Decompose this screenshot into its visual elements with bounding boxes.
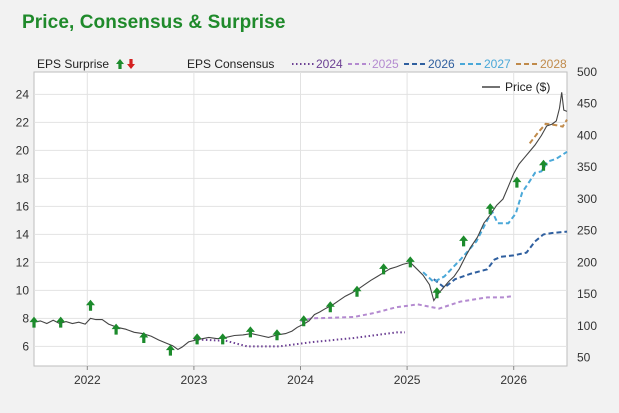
legend-year-2027: 2027 [484,57,511,71]
surprise-arrow-shape [139,332,149,343]
consensus-line-2024 [193,331,405,348]
consensus-line-2026 [433,230,568,289]
consensus-line-2028 [528,119,568,145]
surprise-arrow-shape [245,326,255,338]
surprise-arrow-shape [29,316,39,328]
surprise-up-arrow [379,263,389,275]
surprise-up-arrow [272,329,282,341]
surprise-arrow-shape [405,256,415,268]
surprise-arrow-shape [352,285,362,297]
surprise-arrow-shape [192,333,202,345]
surprise-arrow-shape [272,329,282,341]
surprise-up-arrow [325,301,335,313]
consensus-line-2027 [422,150,568,284]
surprise-arrow-shape [218,333,228,345]
surprise-up-arrow [111,323,121,335]
surprise-up-arrow [86,299,95,311]
surprise-up-arrow [405,256,415,268]
y-left-tick-label: 8 [22,311,29,325]
y-right-tick-label: 50 [577,351,591,365]
y-left-tick-label: 10 [16,283,30,297]
surprise-arrow-shape [165,344,175,356]
legend-down-arrow-icon [127,59,135,69]
legend-surprise-label: EPS Surprise [37,57,109,71]
surprise-up-arrow [192,333,202,345]
surprise-arrow-shape [325,301,335,313]
y-right-tick-label: 500 [577,65,597,79]
y-left-tick-label: 12 [16,255,30,269]
legend-year-2025: 2025 [372,57,399,71]
legend-year-2024: 2024 [316,57,343,71]
x-tick-label: 2026 [500,373,527,387]
surprise-arrow-shape [379,263,389,275]
surprise-up-arrow [459,235,469,247]
surprise-arrow-shape [512,176,522,188]
surprise-up-arrow [485,203,495,215]
surprise-arrow-shape [485,203,495,215]
y-right-tick-label: 100 [577,319,597,333]
y-right-tick-label: 200 [577,255,597,269]
surprise-up-arrow [56,316,66,328]
surprise-arrow-shape [539,159,548,171]
surprise-up-arrow [539,159,548,171]
legend-consensus-label: EPS Consensus [187,57,274,71]
y-left-tick-label: 18 [16,171,30,185]
surprise-arrow-shape [86,299,95,311]
surprise-up-arrow [29,316,39,328]
surprise-arrow-shape [432,287,442,299]
x-tick-label: 2024 [287,373,314,387]
surprise-arrow-shape [459,235,469,247]
x-tick-label: 2022 [74,373,101,387]
surprise-up-arrow [432,287,442,299]
y-left-tick-label: 22 [16,115,30,129]
surprise-up-arrow [218,333,228,345]
x-tick-label: 2025 [394,373,421,387]
y-left-tick-label: 16 [16,199,30,213]
surprise-up-arrow [165,344,175,356]
surprise-arrow-shape [111,323,121,335]
surprise-up-arrow [245,326,255,338]
y-left-tick-label: 6 [22,339,29,353]
y-right-tick-label: 350 [577,160,597,174]
legend-year-2026: 2026 [428,57,455,71]
surprise-arrow-shape [56,316,66,328]
y-left-tick-label: 24 [16,87,30,101]
legend-price-label: Price ($) [505,80,550,94]
surprise-up-arrow [512,176,522,188]
x-tick-label: 2023 [181,373,208,387]
surprise-up-arrow [352,285,362,297]
surprise-arrow-shape [299,315,309,327]
y-right-tick-label: 400 [577,128,597,142]
y-right-tick-label: 250 [577,224,597,238]
y-left-tick-label: 14 [16,227,30,241]
y-right-tick-label: 150 [577,287,597,301]
legend-up-arrow-icon [116,59,124,69]
surprise-up-arrow [139,332,149,343]
y-left-tick-label: 20 [16,143,30,157]
legend-year-2028: 2028 [540,57,567,71]
chart-title: Price, Consensus & Surprise [22,12,286,33]
y-right-tick-label: 300 [577,192,597,206]
y-right-tick-label: 450 [577,97,597,111]
surprise-up-arrow [299,315,309,327]
